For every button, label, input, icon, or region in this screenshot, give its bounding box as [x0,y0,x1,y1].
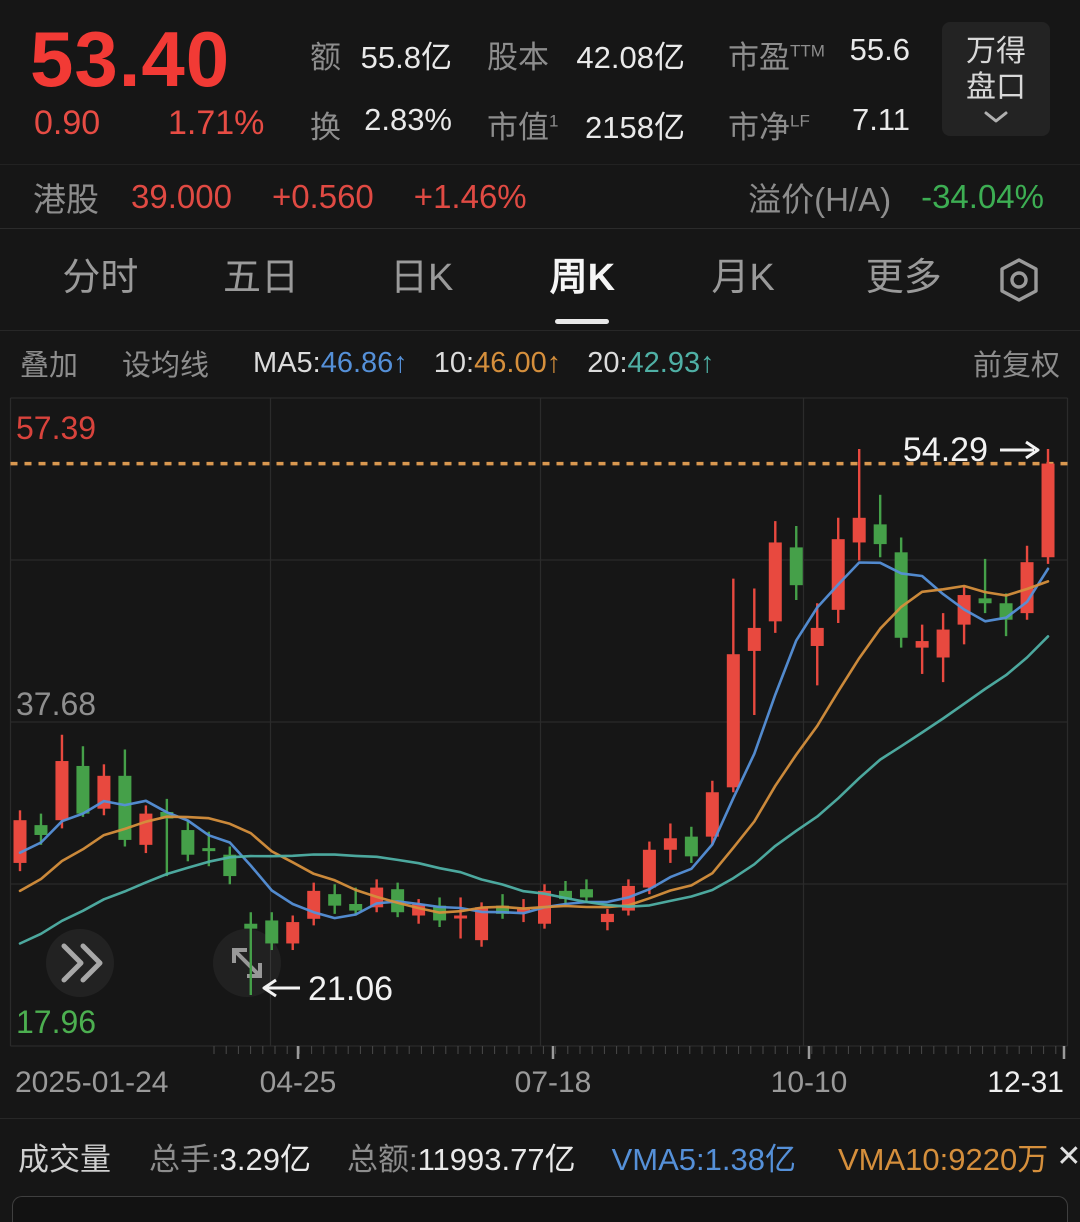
kline-chart-area: 57.39 37.68 17.96 54.29 21.06 [0,395,1080,1062]
x-label: 10-10 [770,1066,848,1099]
x-axis-labels: 2025-01-24 04-25 07-18 10-10 12-31 [0,1062,1080,1108]
section-divider [0,1118,1080,1119]
chart-label: 57.39 [16,410,96,446]
kline-chart[interactable]: 57.39 37.68 17.96 54.29 21.06 [0,395,1080,1062]
x-label: 12-31 [987,1066,1064,1099]
x-label: 2025-01-24 [15,1066,169,1099]
chevron-down-icon [984,111,1008,123]
wind-order-book-button[interactable]: 万得 盘口 [942,22,1050,136]
premium-label: 溢价(H/A) [748,180,892,218]
tab-rik[interactable]: 日K [390,257,454,299]
adjust-mode-button[interactable]: 前复权 [972,350,1060,382]
x-label: 07-18 [514,1066,592,1099]
volume-pane [12,1196,1068,1222]
price-change-pct: 1.71% [168,104,265,142]
resize-diagonal-icon [232,948,247,963]
close-volume-pane-icon[interactable]: ✕ [1056,1139,1080,1173]
stat-turnover: 换 2.83% [310,102,452,145]
current-price: 53.40 [30,15,231,103]
arrow-left-icon [262,978,277,998]
ma5-legend: MA5:46.86↑ [253,346,408,379]
volume-title: 成交量 [18,1141,111,1177]
tab-gengduo[interactable]: 更多 [865,257,942,299]
total-lots-value: 3.29亿 [219,1141,311,1177]
premium-value: -34.04% [921,177,1044,215]
stat-pe-ttm: 市盈TTM 55.6 [728,32,910,75]
chevron-right-icon [61,943,84,983]
ma-toolbar: 叠加 设均线 MA5:46.86↑ 10:46.00↑ 20:42.93↑ 前复… [0,331,1080,395]
vma10-legend: VMA10:9220万 [837,1141,1049,1177]
resize-diagonal-icon [233,949,261,977]
ma20-legend: 20:42.93↑ [587,346,715,379]
arrow-right-icon [1025,440,1040,460]
x-label: 04-25 [259,1066,337,1099]
ma10-legend: 10:46.00↑ [433,346,562,379]
total-amount-value: 11993.77亿 [417,1141,576,1177]
chart-label: 17.96 [16,1004,96,1040]
hk-change: +0.560 [271,177,374,215]
stat-marketcap: 市值1 2158亿 [487,110,685,145]
tab-yuek[interactable]: 月K [711,257,775,299]
period-tabbar: 分时 五日 日K 周K 月K 更多 [0,229,1080,331]
stat-shares: 股本 42.08亿 [487,40,685,75]
chart-settings-button[interactable] [984,257,1054,303]
tab-fenshi[interactable]: 分时 [62,257,139,299]
tab-zhouk[interactable]: 周K [502,229,663,330]
tab-wuri[interactable]: 五日 [223,257,300,299]
stat-amount: 额 55.8亿 [310,40,452,75]
hk-quote-row[interactable]: 港股 39.000 +0.560 +1.46% 溢价(H/A) -34.04% [0,164,1080,229]
hk-price: 39.000 [131,177,232,215]
vma5-legend: VMA5:1.38亿 [611,1141,796,1177]
overlay-button[interactable]: 叠加 [20,350,79,382]
chevron-right-icon [80,943,103,983]
price-change: 0.90 [34,104,101,142]
quote-header: 53.40 0.90 1.71% 额 55.8亿 股本 42.08亿 市盈TTM 55… [0,0,1080,164]
chart-label: 37.68 [16,686,96,722]
set-ma-button[interactable]: 设均线 [122,350,210,382]
settings-nut-icon [1000,257,1038,302]
total-amount-label: 总额: [346,1141,418,1177]
hk-market-label: 港股 [33,180,99,218]
chart-label: 54.29 [903,431,988,469]
stat-pb-lf: 市净LF 7.11 [728,102,910,145]
hk-change-pct: +1.46% [413,177,527,215]
chart-label: 21.06 [308,970,393,1008]
total-lots-label: 总手: [149,1141,220,1177]
volume-info-bar: 成交量 总手: 3.29亿 总额: 11993.77亿 VMA5:1.38亿 V… [0,1122,1080,1190]
